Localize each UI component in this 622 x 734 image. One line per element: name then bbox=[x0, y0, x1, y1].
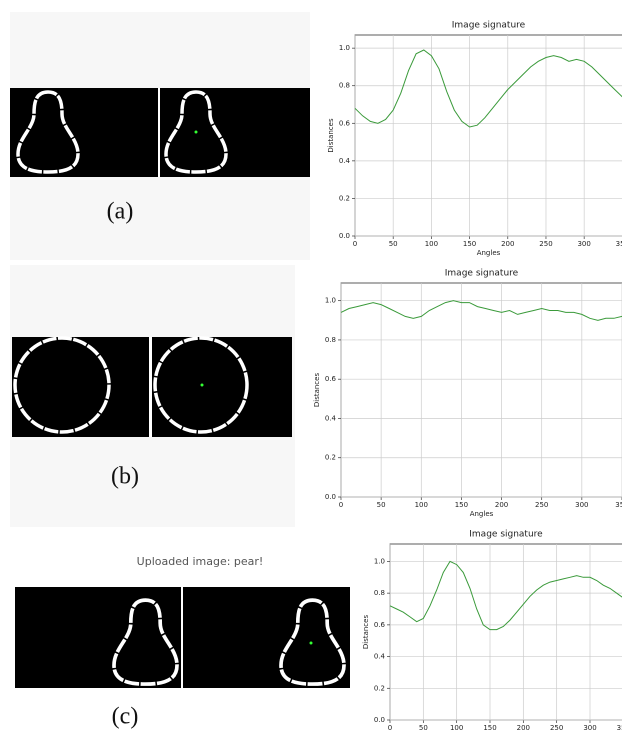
x-tick-label: 200 bbox=[517, 724, 530, 732]
signature-line bbox=[354, 49, 622, 128]
x-tick-label: 100 bbox=[415, 501, 428, 509]
y-tick-label: 0.8 bbox=[374, 589, 385, 597]
x-tick-label: 300 bbox=[583, 724, 596, 732]
divider bbox=[149, 337, 152, 437]
y-tick-label: 0.4 bbox=[339, 157, 351, 165]
panel-label: (c) bbox=[112, 704, 139, 730]
y-tick-label: 0.0 bbox=[339, 232, 350, 240]
divider bbox=[158, 88, 160, 177]
x-tick-label: 150 bbox=[463, 240, 476, 248]
signature-line bbox=[340, 300, 622, 321]
x-tick-label: 250 bbox=[535, 501, 548, 509]
x-axis-label: Angles bbox=[477, 249, 501, 257]
x-tick-label: 250 bbox=[539, 240, 552, 248]
x-tick-label: 350 bbox=[617, 724, 622, 732]
plot-area bbox=[389, 543, 622, 721]
x-tick-label: 50 bbox=[389, 240, 398, 248]
x-tick-label: 0 bbox=[353, 240, 357, 248]
x-tick-label: 150 bbox=[455, 501, 468, 509]
x-tick-label: 150 bbox=[483, 724, 496, 732]
x-tick-label: 200 bbox=[501, 240, 514, 248]
plot-area bbox=[354, 34, 622, 237]
y-tick-label: 0.0 bbox=[374, 716, 385, 724]
x-tick-label: 100 bbox=[450, 724, 463, 732]
y-tick-label: 1.0 bbox=[374, 557, 385, 565]
panel-label: (b) bbox=[111, 464, 139, 490]
x-tick-label: 200 bbox=[495, 501, 508, 509]
signature-line bbox=[389, 560, 622, 631]
y-tick-label: 0.6 bbox=[374, 621, 386, 629]
y-tick-label: 0.2 bbox=[374, 684, 385, 692]
y-tick-label: 0.0 bbox=[325, 493, 336, 501]
centroid bbox=[194, 130, 198, 134]
y-tick-label: 1.0 bbox=[325, 297, 336, 305]
circle-contour bbox=[153, 336, 249, 434]
centroid bbox=[200, 383, 204, 387]
chart-title: Image signature bbox=[452, 21, 526, 31]
centroid bbox=[309, 641, 313, 645]
y-tick-label: 0.4 bbox=[325, 414, 337, 422]
divider bbox=[181, 587, 183, 688]
chart-title: Image signature bbox=[445, 269, 519, 279]
chart-title: Image signature bbox=[469, 530, 543, 540]
circle-contour bbox=[13, 336, 111, 434]
x-tick-label: 0 bbox=[339, 501, 343, 509]
y-tick-label: 0.4 bbox=[374, 653, 386, 661]
x-tick-label: 250 bbox=[550, 724, 563, 732]
y-tick-label: 0.2 bbox=[325, 454, 336, 462]
y-tick-label: 0.8 bbox=[339, 82, 350, 90]
y-axis-label: Distances bbox=[313, 373, 321, 408]
y-tick-label: 0.2 bbox=[339, 194, 350, 202]
panel-label: (a) bbox=[107, 199, 134, 225]
y-tick-label: 0.8 bbox=[325, 336, 336, 344]
x-tick-label: 300 bbox=[577, 240, 590, 248]
y-tick-label: 0.6 bbox=[325, 375, 337, 383]
charts: 0 50 100 150 200 250 300 350 0.0 0.2 0.4 0.6 0.8 1.0 I… bbox=[313, 21, 622, 732]
y-axis-label: Distances bbox=[327, 118, 335, 153]
y-axis-label: Distances bbox=[362, 615, 370, 650]
x-axis-label: Angles bbox=[470, 510, 494, 518]
x-tick-label: 300 bbox=[575, 501, 588, 509]
caption: Uploaded image: pear! bbox=[137, 555, 264, 568]
x-tick-label: 50 bbox=[419, 724, 428, 732]
y-tick-label: 0.6 bbox=[339, 119, 351, 127]
x-tick-label: 0 bbox=[388, 724, 392, 732]
x-tick-label: 100 bbox=[425, 240, 438, 248]
x-tick-label: 50 bbox=[377, 501, 386, 509]
x-tick-label: 350 bbox=[616, 240, 622, 248]
y-tick-label: 1.0 bbox=[339, 44, 350, 52]
x-tick-label: 350 bbox=[615, 501, 622, 509]
plot-area bbox=[340, 282, 622, 498]
